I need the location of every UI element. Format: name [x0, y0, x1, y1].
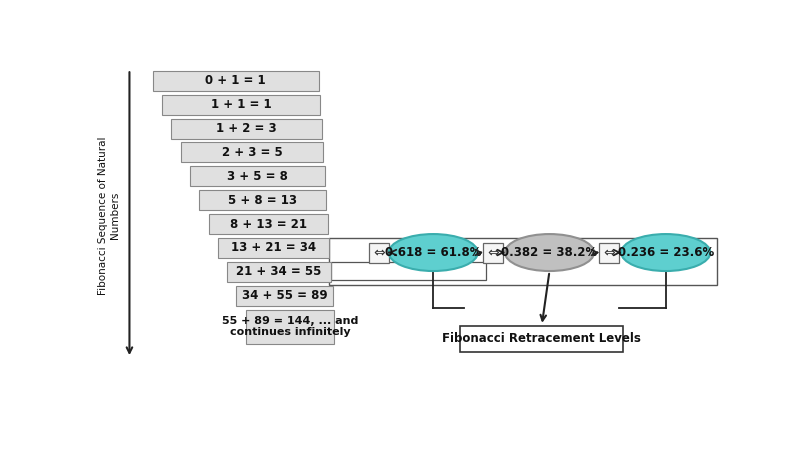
Ellipse shape — [621, 234, 710, 271]
Text: 0.236 = 23.6%: 0.236 = 23.6% — [618, 246, 714, 259]
Text: 21 + 34 = 55: 21 + 34 = 55 — [236, 265, 322, 278]
Text: 1 + 2 = 3: 1 + 2 = 3 — [216, 122, 277, 135]
FancyBboxPatch shape — [190, 166, 325, 186]
FancyBboxPatch shape — [369, 242, 389, 263]
Text: Fibonacci Retracement Levels: Fibonacci Retracement Levels — [442, 332, 641, 345]
FancyBboxPatch shape — [246, 309, 334, 343]
FancyBboxPatch shape — [227, 262, 331, 282]
Text: ⇔: ⇔ — [603, 246, 615, 260]
Text: 3 + 5 = 8: 3 + 5 = 8 — [227, 170, 288, 183]
FancyBboxPatch shape — [171, 119, 322, 139]
Text: ⇔: ⇔ — [487, 246, 498, 260]
Ellipse shape — [505, 234, 594, 271]
Text: 0.618 = 61.8%: 0.618 = 61.8% — [385, 246, 482, 259]
Text: 2 + 3 = 5: 2 + 3 = 5 — [222, 146, 282, 159]
FancyBboxPatch shape — [237, 286, 333, 306]
Text: ⇔: ⇔ — [373, 246, 385, 260]
FancyBboxPatch shape — [199, 190, 326, 210]
FancyBboxPatch shape — [218, 238, 330, 258]
Text: 8 + 13 = 21: 8 + 13 = 21 — [230, 218, 306, 230]
FancyBboxPatch shape — [599, 242, 619, 263]
Ellipse shape — [389, 234, 478, 271]
FancyBboxPatch shape — [209, 214, 328, 234]
FancyBboxPatch shape — [162, 95, 320, 114]
Text: Fibonacci Sequence of Natural
Numbers: Fibonacci Sequence of Natural Numbers — [98, 136, 120, 295]
FancyBboxPatch shape — [460, 326, 623, 352]
Text: 0.382 = 38.2%: 0.382 = 38.2% — [502, 246, 598, 259]
FancyBboxPatch shape — [483, 242, 503, 263]
Text: 13 + 21 = 34: 13 + 21 = 34 — [231, 242, 316, 255]
FancyBboxPatch shape — [153, 71, 318, 91]
Text: 0 + 1 = 1: 0 + 1 = 1 — [206, 75, 266, 87]
Text: 5 + 8 = 13: 5 + 8 = 13 — [228, 194, 298, 207]
Text: 1 + 1 = 1: 1 + 1 = 1 — [210, 98, 271, 111]
Text: 55 + 89 = 144, ... and
continues infinitely: 55 + 89 = 144, ... and continues infinit… — [222, 316, 358, 337]
FancyBboxPatch shape — [181, 142, 323, 163]
Text: 34 + 55 = 89: 34 + 55 = 89 — [242, 289, 327, 302]
